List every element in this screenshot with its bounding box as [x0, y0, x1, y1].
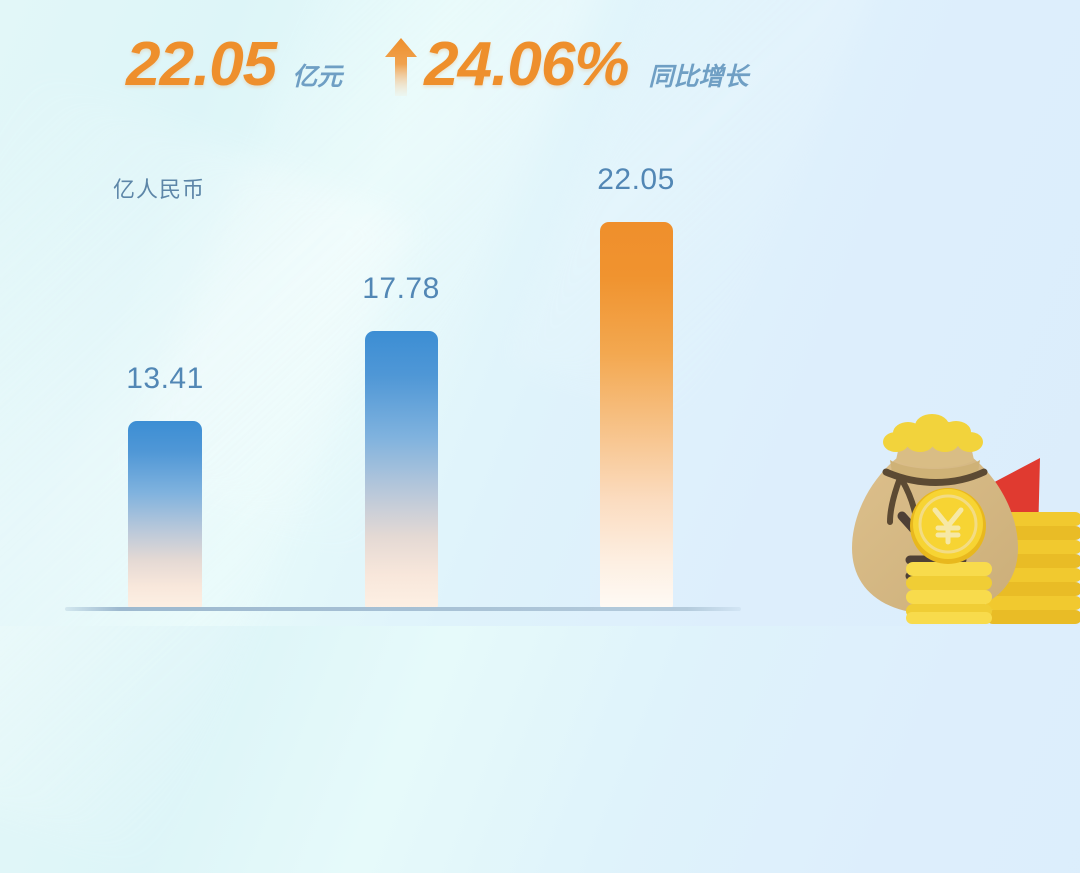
- y-axis-unit-label: 亿人民币: [113, 177, 206, 202]
- bar-label-3: 22.05: [597, 163, 675, 196]
- x-axis-line: [65, 607, 741, 611]
- coin-stack-front: [906, 562, 992, 624]
- headline-value-unit: 亿元: [292, 63, 343, 91]
- bar-label-2: 17.78: [362, 272, 440, 305]
- bar-1: [128, 421, 202, 609]
- bar-3: [600, 222, 673, 609]
- growth-percent: 24.06%: [424, 30, 629, 99]
- headline-value: 22.05: [126, 30, 277, 99]
- summary-header: 22.05 亿元 24.06% 同比增长: [0, 22, 1080, 108]
- bar-2: [365, 331, 438, 609]
- gold-coin-yen: [910, 488, 986, 564]
- bar-chart: 亿人民币 13.41 17.78 22.05: [65, 163, 741, 611]
- money-bag-illustration: [790, 376, 1080, 626]
- bar-label-1: 13.41: [126, 362, 204, 395]
- arrow-up-icon: [384, 34, 418, 96]
- growth-label: 同比增长: [648, 63, 749, 91]
